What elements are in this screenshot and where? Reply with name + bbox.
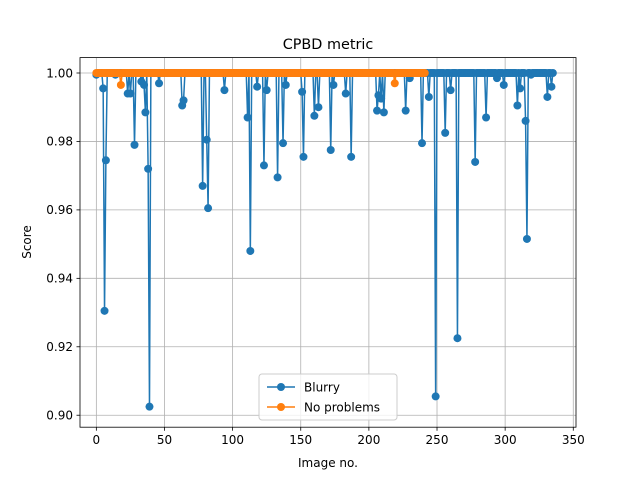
data-point-blurry <box>513 101 522 110</box>
data-point-blurry <box>202 135 211 144</box>
y-tick-label: 1.00 <box>46 66 73 80</box>
data-point-blurry <box>499 80 508 89</box>
x-axis-label: Image no. <box>298 456 358 470</box>
data-point-blurry <box>281 80 290 89</box>
data-point-blurry <box>310 111 319 120</box>
axis-ticks: 0 50 100 150 200 250 300 350 0.90 0.92 0.94 0.96 0.9… <box>46 66 584 447</box>
x-tick-label: 300 <box>494 433 517 447</box>
data-point-blurry <box>145 402 154 411</box>
data-point-no-problems <box>420 69 429 77</box>
x-tick-label: 150 <box>289 433 312 447</box>
y-tick-label: 0.90 <box>46 409 73 423</box>
series-group <box>92 69 557 411</box>
data-point-blurry <box>521 116 530 125</box>
data-point-blurry <box>99 84 108 93</box>
data-point-blurry <box>220 86 229 95</box>
data-point-blurry <box>547 82 556 91</box>
x-tick-label: 0 <box>93 433 101 447</box>
y-tick-label: 0.96 <box>46 203 73 217</box>
data-point-blurry <box>253 82 262 91</box>
data-point-blurry <box>471 157 480 166</box>
legend-box <box>258 373 398 421</box>
x-tick-label: 350 <box>562 433 585 447</box>
y-tick-label: 0.98 <box>46 135 73 149</box>
data-point-blurry <box>341 89 350 98</box>
data-point-blurry <box>246 246 255 255</box>
legend: Blurry No problems <box>258 373 398 421</box>
chart-title: CPBD metric <box>283 37 374 53</box>
legend-marker-blurry <box>277 383 285 391</box>
data-point-blurry <box>273 173 282 182</box>
data-point-no-problems <box>116 80 125 89</box>
data-point-blurry <box>101 156 110 165</box>
data-point-blurry <box>298 87 307 96</box>
data-point-blurry <box>279 139 288 148</box>
data-point-blurry <box>441 128 450 137</box>
data-point-blurry <box>140 80 149 89</box>
legend-label-blurry: Blurry <box>304 380 340 394</box>
data-point-blurry <box>373 106 382 115</box>
data-point-blurry <box>299 152 308 161</box>
x-tick-label: 50 <box>157 433 172 447</box>
data-point-blurry <box>262 86 271 95</box>
data-point-blurry <box>516 84 525 93</box>
data-point-blurry <box>418 139 427 148</box>
y-tick-label: 0.92 <box>46 340 73 354</box>
series-no-problems <box>92 69 429 89</box>
data-point-blurry <box>379 108 388 117</box>
data-point-blurry <box>548 69 557 77</box>
data-point-blurry <box>329 80 338 89</box>
data-point-blurry <box>314 103 323 112</box>
data-point-blurry <box>377 94 386 103</box>
x-tick-label: 100 <box>221 433 244 447</box>
data-point-blurry <box>259 161 268 170</box>
data-point-blurry <box>347 152 356 161</box>
data-point-blurry <box>446 86 455 95</box>
data-point-no-problems <box>390 79 399 88</box>
data-point-blurry <box>155 79 164 88</box>
data-point-blurry <box>100 306 109 315</box>
y-tick-label: 0.94 <box>46 272 73 286</box>
data-point-blurry <box>179 96 188 105</box>
data-point-blurry <box>431 392 440 401</box>
data-point-blurry <box>424 92 433 101</box>
legend-label-no-problems: No problems <box>304 400 380 414</box>
data-point-blurry <box>401 106 410 115</box>
data-point-blurry <box>326 146 335 154</box>
data-point-blurry <box>243 113 252 122</box>
data-point-blurry <box>130 140 139 149</box>
data-point-blurry <box>141 108 150 117</box>
y-axis-label: Score <box>20 225 34 259</box>
legend-marker-no-problems <box>277 403 285 411</box>
x-tick-label: 250 <box>426 433 449 447</box>
data-point-blurry <box>543 92 552 101</box>
data-point-blurry <box>144 164 153 173</box>
data-point-blurry <box>204 204 213 213</box>
data-point-blurry <box>522 234 531 243</box>
plot-frame <box>79 57 577 428</box>
x-tick-label: 200 <box>357 433 380 447</box>
data-point-blurry <box>482 113 491 122</box>
data-point-blurry <box>126 89 135 98</box>
data-point-blurry <box>198 181 207 190</box>
data-point-blurry <box>453 334 462 343</box>
